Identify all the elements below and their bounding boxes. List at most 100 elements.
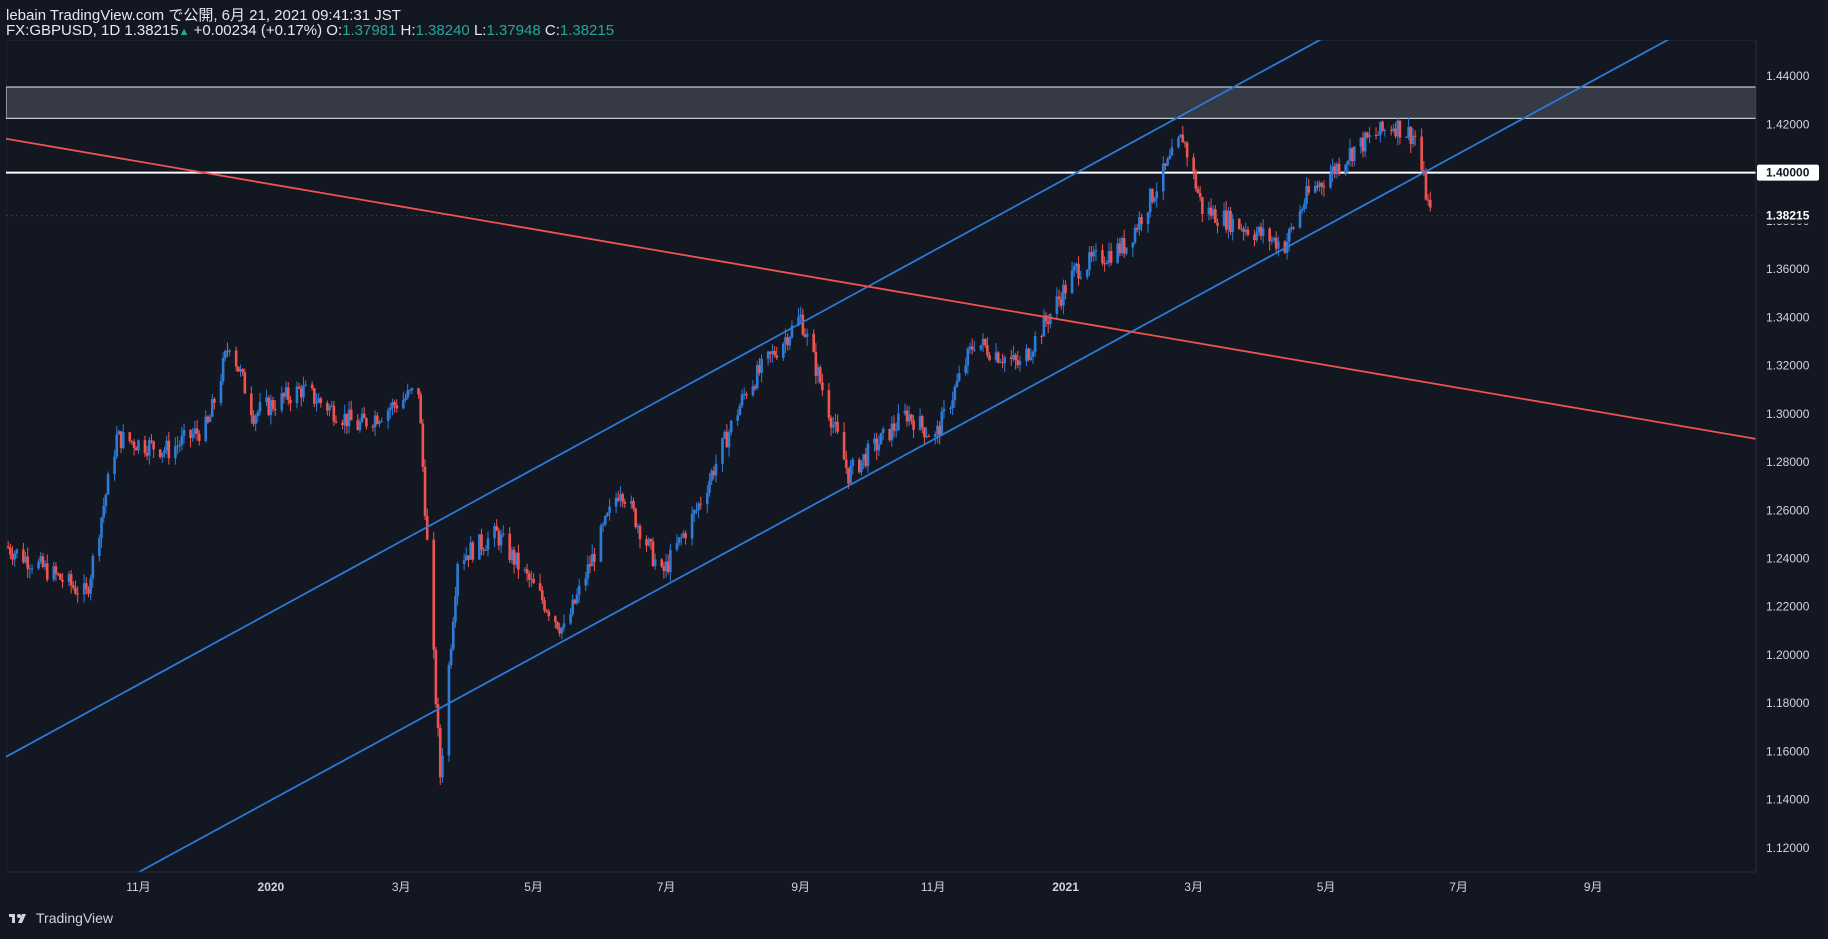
candle-body-264 (805, 333, 809, 337)
candle-body-70 (219, 381, 223, 403)
candle-body-292 (892, 423, 896, 431)
candle-body-243 (742, 393, 746, 395)
y-tick-label-14: 1.16000 (1766, 744, 1810, 758)
candle-body-206 (632, 500, 635, 509)
candle-body-259 (790, 325, 794, 338)
candle-body-217 (664, 561, 668, 572)
candle-body-457 (1394, 128, 1397, 137)
candle-body-77 (239, 369, 242, 372)
candle-body-302 (923, 427, 926, 438)
candle-body-162 (497, 530, 501, 546)
candle-body-10 (37, 561, 40, 569)
x-tick-label-3: 5月 (524, 880, 543, 894)
candle-body-413 (1259, 226, 1263, 236)
candle-body-260 (797, 317, 800, 326)
candle-body-30 (98, 538, 101, 556)
candle-body-252 (771, 351, 774, 355)
candle-body-25 (82, 583, 86, 595)
candle-body-433 (1320, 182, 1324, 187)
candle-body-438 (1335, 163, 1339, 174)
candle-body-258 (788, 337, 792, 346)
candle-body-101 (313, 388, 316, 404)
candle-body-346 (1057, 296, 1061, 300)
candle-body-445 (1359, 137, 1363, 147)
candle-body-247 (755, 365, 759, 389)
candle-body-226 (692, 510, 696, 514)
candle-body-253 (773, 351, 776, 356)
candle-body-450 (1374, 134, 1378, 136)
candle-body-423 (1290, 227, 1293, 230)
candle-body-403 (1229, 210, 1232, 232)
tradingview-footer[interactable]: TradingView (8, 910, 113, 926)
tradingview-logo-icon (9, 914, 26, 923)
candle-body-224 (684, 533, 687, 539)
candle-body-23 (74, 587, 77, 594)
candle-body-187 (573, 599, 577, 604)
candle-body-249 (760, 358, 763, 373)
candle-body-112 (345, 413, 349, 427)
footer-brand: TradingView (36, 910, 114, 926)
candle-body-341 (1042, 315, 1046, 337)
candle-body-429 (1307, 186, 1311, 193)
candle-body-331 (1012, 354, 1015, 360)
candle-body-149 (456, 563, 459, 597)
y-tick-label-4: 1.36000 (1766, 262, 1810, 276)
candle-body-227 (695, 510, 698, 512)
candle-body-82 (254, 416, 257, 425)
candle-body-20 (67, 574, 71, 582)
candle-body-451 (1376, 134, 1380, 136)
candle-body-271 (829, 417, 833, 428)
y-tick-label-8: 1.28000 (1766, 455, 1810, 469)
candle-body-287 (877, 444, 881, 451)
candle-body-380 (1161, 163, 1165, 192)
candle-body-120 (371, 426, 375, 428)
candle-body-305 (933, 434, 937, 437)
candle-body-242 (740, 394, 744, 406)
candle-body-132 (406, 390, 409, 398)
candle-body-96 (297, 386, 301, 389)
candle-body-382 (1166, 158, 1169, 166)
candle-body-432 (1318, 182, 1321, 188)
candle-body-209 (638, 525, 642, 540)
candle-body-99 (304, 384, 307, 386)
candle-body-437 (1333, 166, 1337, 174)
candle-body-273 (834, 421, 837, 425)
candle-body-453 (1381, 121, 1384, 131)
candle-body-310 (949, 408, 952, 410)
open-value: 1.37981 (342, 22, 397, 39)
candle-body-461 (1407, 126, 1410, 137)
candle-body-395 (1207, 207, 1211, 214)
x-tick-label-2: 3月 (392, 880, 411, 894)
candle-body-334 (1018, 361, 1022, 366)
x-tick-label-6: 11月 (921, 880, 945, 894)
candle-body-336 (1027, 348, 1030, 360)
candle-body-452 (1379, 121, 1382, 135)
candle-body-115 (356, 420, 360, 430)
candle-body-49 (152, 441, 155, 450)
candle-body-279 (851, 459, 855, 466)
candle-body-240 (736, 415, 739, 421)
candle-body-333 (1016, 360, 1020, 366)
candle-body-110 (341, 422, 344, 426)
candle-body-108 (332, 405, 336, 422)
candle-body-385 (1177, 137, 1180, 148)
symbol-label[interactable]: FX:GBPUSD, 1D (6, 22, 121, 39)
candle-body-197 (603, 516, 607, 525)
candle-body-328 (1001, 361, 1004, 364)
candle-body-215 (660, 559, 664, 567)
candle-body-360 (1101, 250, 1104, 264)
candle-body-179 (547, 611, 551, 617)
candle-body-398 (1214, 209, 1217, 223)
candle-body-166 (510, 549, 514, 561)
candle-body-186 (571, 599, 574, 615)
candle-body-278 (849, 465, 852, 484)
x-tick-label-10: 7月 (1449, 880, 1468, 894)
candle-body-156 (480, 534, 483, 550)
candle-body-344 (1049, 313, 1052, 325)
candle-body-317 (968, 346, 972, 349)
candle-body-309 (942, 408, 946, 412)
candle-body-283 (864, 454, 868, 467)
candle-body-417 (1272, 237, 1276, 240)
candle-body-145 (447, 665, 451, 756)
